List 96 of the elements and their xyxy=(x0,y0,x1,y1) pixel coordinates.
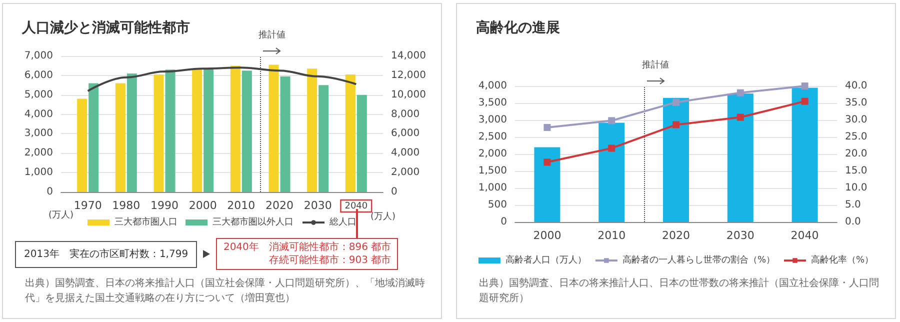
bar xyxy=(230,66,240,192)
bar xyxy=(345,74,356,192)
y2-tick-label: 15.0 xyxy=(845,166,868,176)
y2-tick-label: 30.0 xyxy=(845,114,868,126)
bar xyxy=(318,85,329,192)
source-note: 出典）国勢調査、日本の将来推計人口（国立社会保障・人口問題研究所）、「地域消滅時代」を見据えた国土交通戦略の在り方について（増田寛也） xyxy=(25,276,425,306)
x-tick-label: 2020 xyxy=(662,229,690,242)
y2-tick-label: 8,000 xyxy=(391,108,420,120)
y-tick-label: 6,000 xyxy=(24,70,53,81)
chart-title: 高齢化の進展 xyxy=(476,19,560,36)
text: 2013年 実在の市区町村数：1,799 xyxy=(15,241,198,268)
y-tick-label: 2,500 xyxy=(478,132,507,142)
point xyxy=(736,89,744,96)
bar xyxy=(192,68,202,192)
bar xyxy=(792,88,818,222)
text: 存続可能性都市：903 都市 xyxy=(268,254,392,267)
bar xyxy=(242,70,252,192)
x-tick-label: 2000 xyxy=(533,229,562,242)
y-tick-label: 1,000 xyxy=(24,167,53,178)
y2-tick-label: 2,000 xyxy=(391,167,420,178)
y2-tick-label: 5.0 xyxy=(845,200,861,210)
bar xyxy=(77,98,88,192)
x-tick-label: 2030 xyxy=(304,199,332,212)
x-tick-label: 2010 xyxy=(598,229,626,242)
y-tick-label: 3,500 xyxy=(478,98,507,108)
bar xyxy=(154,74,164,192)
y2-tick-label: 0.0 xyxy=(845,216,861,228)
bar xyxy=(727,93,754,222)
y-tick-label: 4,000 xyxy=(24,108,53,120)
y2-tick-label: 20.0 xyxy=(845,148,868,160)
y-tick-label: 5,000 xyxy=(24,89,53,100)
legend-label: 三大都市圏以外人口 xyxy=(212,216,294,228)
y-tick-label: 7,000 xyxy=(24,50,53,62)
y-tick-label: 0 xyxy=(500,216,507,228)
y-tick-label: 1,000 xyxy=(478,182,507,194)
legend-label: 三大都市圏人口 xyxy=(114,216,178,228)
ref-line-label: 推計値 xyxy=(642,60,669,70)
point xyxy=(801,98,808,105)
y-tick-label: 3,000 xyxy=(478,114,507,126)
x-tick-label: 2030 xyxy=(726,229,754,242)
bar xyxy=(534,147,560,222)
chart-title: 人口減少と消滅可能性都市 xyxy=(21,19,190,36)
y2-tick-label: 12,000 xyxy=(391,70,426,81)
bar xyxy=(280,76,290,192)
bar xyxy=(663,98,689,222)
y-tick-label: 2,000 xyxy=(24,148,53,159)
bar xyxy=(165,70,176,192)
y2-tick-label: 35.0 xyxy=(845,98,868,108)
y2-axis-title: (万人) xyxy=(370,211,396,222)
x-tick-label: 2010 xyxy=(227,199,256,212)
bar xyxy=(204,68,214,192)
x-tick-label: 2040 xyxy=(790,229,819,242)
point xyxy=(608,117,616,124)
point xyxy=(801,82,808,90)
point xyxy=(544,158,551,166)
y2-tick-label: 10,000 xyxy=(391,89,426,100)
ref-line-label: 推計値 xyxy=(258,30,286,40)
legend-label: 高齢者人口（万人） xyxy=(505,254,586,266)
bar xyxy=(115,83,126,192)
y2-tick-label: 10.0 xyxy=(845,182,868,194)
x-tick-label: 1970 xyxy=(74,199,102,212)
bar xyxy=(598,122,625,222)
legend-label: 総人口 xyxy=(328,216,356,228)
legend-label: 高齢者の一人暮らし世帯の割合（%） xyxy=(622,254,776,266)
bar xyxy=(268,64,279,192)
y-tick-label: 3,000 xyxy=(24,128,53,140)
x-tick-label: 1980 xyxy=(112,199,140,212)
source-note: 出典）国勢調査、日本の将来推計人口、日本の世帯数の将来推計（国立社会保障・人口問題研究所） xyxy=(479,276,879,306)
y2-tick-label: 0 xyxy=(391,186,398,198)
y-tick-label: 500 xyxy=(488,200,507,210)
bar xyxy=(356,94,367,192)
y-tick-label: 4,000 xyxy=(478,80,507,92)
bar xyxy=(307,68,318,192)
y-tick-label: 2,000 xyxy=(478,148,507,160)
y2-tick-label: 14,000 xyxy=(391,50,426,62)
point xyxy=(672,98,680,106)
bar xyxy=(126,73,137,192)
y2-tick-label: 40.0 xyxy=(845,80,868,92)
y2-tick-label: 25.0 xyxy=(845,132,868,142)
text: 2040年 消滅可能性都市：896 都市 xyxy=(223,241,392,254)
y2-tick-label: 6,000 xyxy=(391,128,420,140)
x-tick-label: 2040 xyxy=(344,202,368,212)
point xyxy=(608,144,616,152)
x-tick-label: 2000 xyxy=(188,199,217,212)
y-tick-label: 1,500 xyxy=(478,166,507,176)
line-series xyxy=(86,66,358,92)
x-tick-label: 1990 xyxy=(150,199,178,212)
point xyxy=(672,121,680,128)
y-tick-label: 0 xyxy=(46,186,53,198)
bar xyxy=(88,83,99,192)
legend-label: 高齢化率（%） xyxy=(811,254,874,266)
y-axis-title: (万人) xyxy=(48,209,74,220)
point xyxy=(736,114,744,121)
x-tick-label: 2020 xyxy=(266,199,294,212)
point xyxy=(544,124,551,131)
y2-tick-label: 4,000 xyxy=(391,148,420,159)
